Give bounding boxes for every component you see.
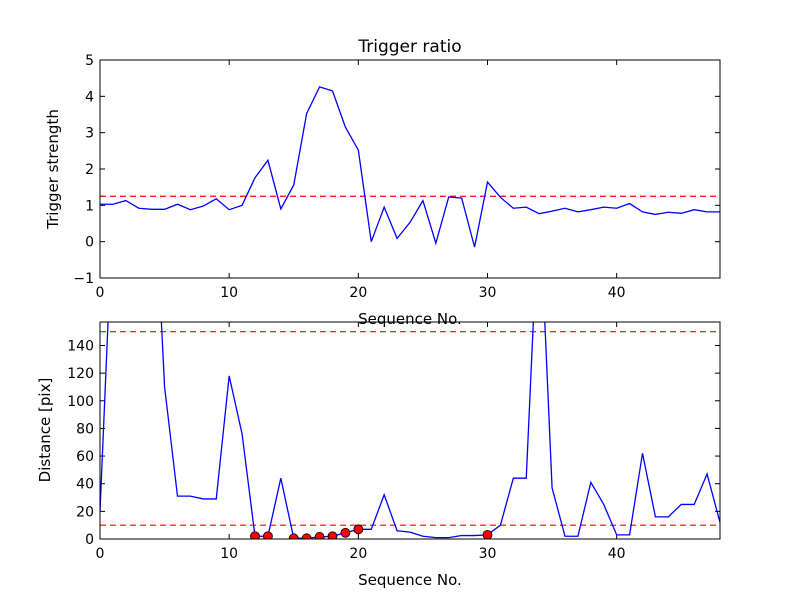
bottom-series-line [100,322,720,539]
top-y-ticks: −1 0 1 2 3 4 5 [73,53,720,287]
top-y-tick-label: 2 [85,162,94,178]
bottom-series [100,322,720,539]
bottom-data-point [353,524,364,535]
bottom-y-tick-label: 80 [76,421,94,437]
bottom-x-tick-label: 30 [479,546,497,562]
bottom-data-point [288,533,299,539]
bottom-y-tick-label: 0 [85,532,94,548]
top-y-tick-label: 3 [85,126,94,142]
top-x-tick-label: 0 [96,285,105,301]
top-x-tick-label: 10 [220,285,238,301]
top-y-tick-label: 1 [85,198,94,214]
top-y-tick-label: 0 [85,235,94,251]
bottom-x-tick-label: 20 [349,546,367,562]
bottom-subplot: 0 20 40 60 80 100 120 140 0 10 20 30 40 Sequence No… [36,321,721,589]
bottom-y-axis-label: Distance [pix] [36,378,54,483]
bottom-y-tick-label: 120 [67,366,94,382]
bottom-y-tick-label: 140 [67,338,94,354]
bottom-x-axis-label: Sequence No. [358,571,462,589]
bottom-threshold-lines [100,331,720,526]
top-x-axis-label: Sequence No. [358,310,462,328]
top-axes-frame [99,59,721,279]
top-chart-title: Trigger ratio [357,37,461,57]
bottom-y-tick-label: 100 [67,394,94,410]
bottom-x-tick-label: 10 [220,546,238,562]
top-x-tick-label: 40 [608,285,626,301]
bottom-x-tick-label: 40 [608,546,626,562]
top-y-axis-label: Trigger strength [44,109,62,230]
bottom-data-point [250,531,260,539]
bottom-data-point [301,533,312,539]
top-x-tick-label: 30 [479,285,497,301]
bottom-y-tick-label: 40 [76,477,94,493]
top-y-tick-label: 4 [85,89,94,105]
bottom-x-tick-label: 0 [96,546,105,562]
bottom-data-point [314,532,325,539]
bottom-y-ticks: 0 20 40 60 80 100 120 140 [67,338,720,548]
top-series-line [100,86,720,248]
bottom-y-tick-label: 60 [76,449,94,465]
bottom-data-point [340,527,351,538]
top-series [100,86,720,248]
top-y-tick-label: 5 [85,53,94,69]
top-x-tick-label: 20 [349,285,367,301]
bottom-data-point [263,531,273,539]
top-y-tick-label: −1 [73,271,94,287]
bottom-data-point [327,531,338,539]
bottom-data-point [482,529,493,539]
top-x-ticks: 0 10 20 30 40 [96,60,626,301]
bottom-x-ticks: 0 10 20 30 40 [96,322,626,562]
bottom-axes-frame [99,321,721,540]
bottom-y-tick-label: 20 [76,504,94,520]
